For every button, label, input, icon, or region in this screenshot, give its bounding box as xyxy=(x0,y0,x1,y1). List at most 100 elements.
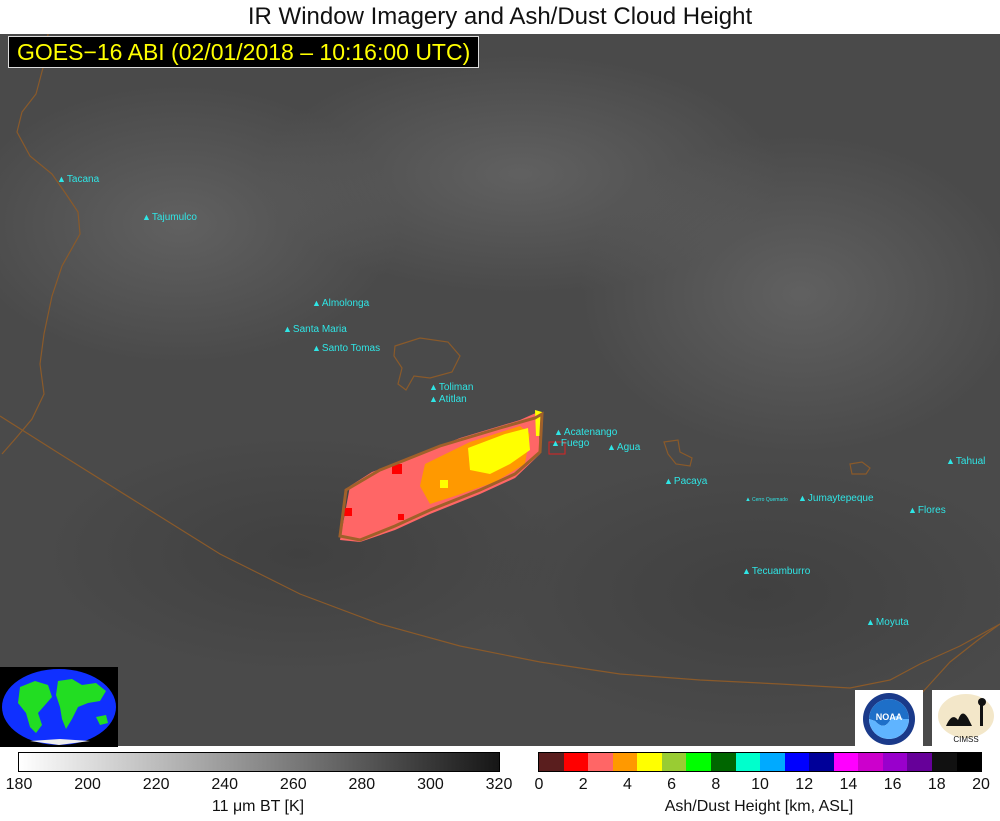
ash-color-segment xyxy=(563,753,589,771)
volcano-name: Santa Maria xyxy=(292,324,347,335)
volcano-triangle-icon: ▲ xyxy=(866,617,875,627)
volcano-label-fuego: ▲Fuego xyxy=(551,438,589,449)
coastline xyxy=(0,415,1000,689)
volcano-name: Almolonga xyxy=(321,298,370,309)
volcano-label-cerro-quemado: ▲Cerro Quemado xyxy=(745,497,788,503)
volcano-label-tecuamburro: ▲Tecuamburro xyxy=(742,566,810,577)
ash-color-segment xyxy=(882,753,908,771)
volcano-label-flores: ▲Flores xyxy=(908,505,946,516)
ash_scale-tick-label: 20 xyxy=(972,776,990,793)
volcano-triangle-icon: ▲ xyxy=(312,298,321,308)
volcano-triangle-icon: ▲ xyxy=(742,566,751,576)
volcano-label-toliman: ▲Toliman xyxy=(429,382,473,393)
volcano-label-tacana: ▲Tacana xyxy=(57,174,99,185)
ash-color-segment xyxy=(686,753,711,771)
ash-color-segment xyxy=(784,753,810,771)
ash-color-segment xyxy=(858,753,883,771)
ir-satellite-map: ▲Tacana ▲Tajumulco ▲Almolonga ▲Santa Maria ▲… xyxy=(0,34,1000,746)
volcano-label-pacaya: ▲Pacaya xyxy=(664,476,707,487)
noaa-logo-text: NOAA xyxy=(876,712,903,722)
cimss-logo-text: CIMSS xyxy=(953,735,978,744)
volcano-triangle-icon: ▲ xyxy=(283,324,292,334)
volcano-label-moyuta: ▲Moyuta xyxy=(866,617,909,628)
noaa-logo: NOAA xyxy=(855,690,923,748)
volcano-name: Toliman xyxy=(438,382,474,393)
volcano-triangle-icon: ▲ xyxy=(551,438,560,448)
volcano-label-jumaytepeque: ▲Jumaytepeque xyxy=(798,493,874,504)
volcano-name: Atitlan xyxy=(438,394,467,405)
ash-colorbar-label: Ash/Dust Height [km, ASL] xyxy=(664,798,854,815)
volcano-name: Acatenango xyxy=(563,427,618,438)
ash-color-segment xyxy=(760,753,785,771)
bt_scale-tick-label: 180 xyxy=(5,776,33,793)
cimss-logo: CIMSS xyxy=(932,690,1000,748)
volcano-name: Tacana xyxy=(66,174,100,185)
lake-guija xyxy=(849,461,871,475)
lake-amatitlan xyxy=(663,439,693,467)
ash-color-segment xyxy=(907,753,932,771)
volcano-triangle-icon: ▲ xyxy=(798,493,807,503)
volcano-triangle-icon: ▲ xyxy=(908,505,917,515)
ash_scale-tick-label: 18 xyxy=(927,776,946,793)
volcano-name: Tahual xyxy=(955,456,986,467)
ash-color-segment xyxy=(932,753,957,771)
ash-color-segment xyxy=(588,753,613,771)
volcano-triangle-icon: ▲ xyxy=(946,456,955,466)
cloud-texture xyxy=(480,454,1000,734)
volcano-name: Cerro Quemado xyxy=(751,497,788,503)
cloud-texture xyxy=(580,134,1000,454)
ash_scale-tick-label: 0 xyxy=(534,776,544,793)
volcano-name: Pacaya xyxy=(673,476,708,487)
bt_scale-tick-label: 280 xyxy=(348,776,376,793)
volcano-label-almolonga: ▲Almolonga xyxy=(312,298,369,309)
ash-color-segment xyxy=(809,753,834,771)
ash-height-colorbar xyxy=(538,752,982,772)
border-line xyxy=(1,34,81,455)
border-line xyxy=(909,623,1000,707)
map-overlay xyxy=(0,34,1000,734)
bt_scale-tick-label: 220 xyxy=(142,776,170,793)
volcano-name: Jumaytepeque xyxy=(807,493,874,504)
volcano-label-santo-tomas: ▲Santo Tomas xyxy=(312,343,380,354)
globe-inset xyxy=(0,667,118,747)
volcano-name: Agua xyxy=(616,442,641,453)
ash_scale-tick-label: 8 xyxy=(711,776,721,793)
volcano-name: Tajumulco xyxy=(151,212,197,223)
ash-color-segment xyxy=(710,753,736,771)
ash-color-segment xyxy=(833,753,859,771)
ash_scale-tick-label: 4 xyxy=(622,776,632,793)
volcano-name: Fuego xyxy=(560,438,590,449)
bt_scale-tick-label: 300 xyxy=(417,776,444,793)
volcano-label-agua: ▲Agua xyxy=(607,442,640,453)
ash-color-segment xyxy=(637,753,662,771)
lake-atitlan xyxy=(393,337,461,391)
volcano-label-santa-maria: ▲Santa Maria xyxy=(283,324,347,335)
volcano-triangle-icon: ▲ xyxy=(429,394,438,404)
ash_scale-tick-label: 14 xyxy=(839,776,858,793)
ash_scale-tick-label: 12 xyxy=(795,776,814,793)
ash-color-segment xyxy=(956,753,982,771)
ash_scale-tick-label: 10 xyxy=(751,776,769,793)
volcano-name: Flores xyxy=(917,505,946,516)
fuego-box xyxy=(548,441,566,455)
ash-color-segment xyxy=(735,753,761,771)
volcano-triangle-icon: ▲ xyxy=(57,174,66,184)
image-subtitle: GOES−16 ABI (02/01/2018 – 10:16:00 UTC) xyxy=(8,36,480,68)
volcano-label-tajumulco: ▲Tajumulco xyxy=(142,212,197,223)
bt_scale-tick-label: 240 xyxy=(211,776,239,793)
volcano-triangle-icon: ▲ xyxy=(745,497,751,503)
bt_scale-tick-label: 200 xyxy=(74,776,101,793)
ash_scale-tick-label: 2 xyxy=(578,776,588,793)
volcano-triangle-icon: ▲ xyxy=(429,382,438,392)
volcano-label-acatenango: ▲Acatenango xyxy=(554,427,617,438)
volcano-name: Santo Tomas xyxy=(321,343,381,354)
volcano-triangle-icon: ▲ xyxy=(142,212,151,222)
volcano-triangle-icon: ▲ xyxy=(607,442,616,452)
volcano-name: Tecuamburro xyxy=(751,566,811,577)
bt_scale-tick-label: 260 xyxy=(279,776,307,793)
ash-plume xyxy=(338,410,566,542)
volcano-label-tahual: ▲Tahual xyxy=(946,456,985,467)
volcano-label-atitlan: ▲Atitlan xyxy=(429,394,467,405)
bt-colorbar-label: 11 μm BT [K] xyxy=(211,798,305,815)
